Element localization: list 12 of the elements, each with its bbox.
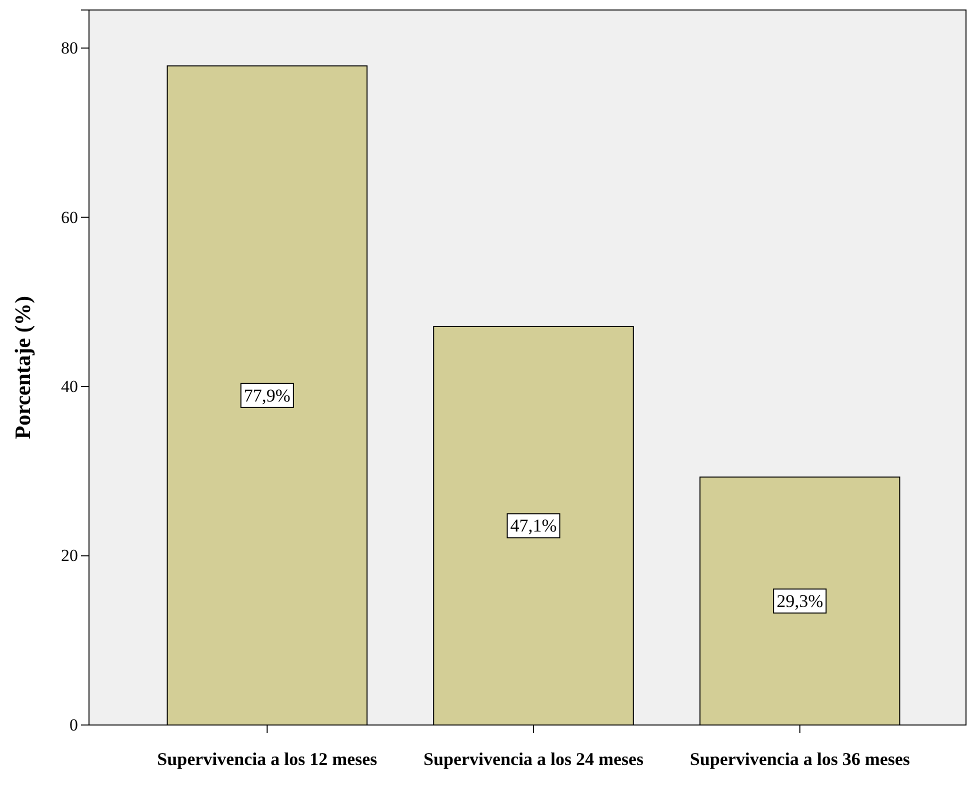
y-tick-label: 40 (61, 376, 78, 396)
data-label: 77,9% (244, 385, 290, 406)
y-tick-label: 80 (61, 38, 78, 58)
y-axis-title: Porcentaje (%) (10, 296, 35, 440)
y-tick-label: 20 (61, 546, 78, 566)
data-label: 47,1% (510, 516, 557, 536)
x-tick-label: Supervivencia a los 12 meses (157, 749, 378, 769)
x-tick-label: Supervivencia a los 24 meses (424, 749, 644, 769)
y-tick-label: 0 (70, 715, 78, 734)
y-tick-label: 60 (61, 208, 78, 227)
x-tick-label: Supervivencia a los 36 meses (690, 749, 910, 769)
data-label: 29,3% (776, 591, 824, 612)
